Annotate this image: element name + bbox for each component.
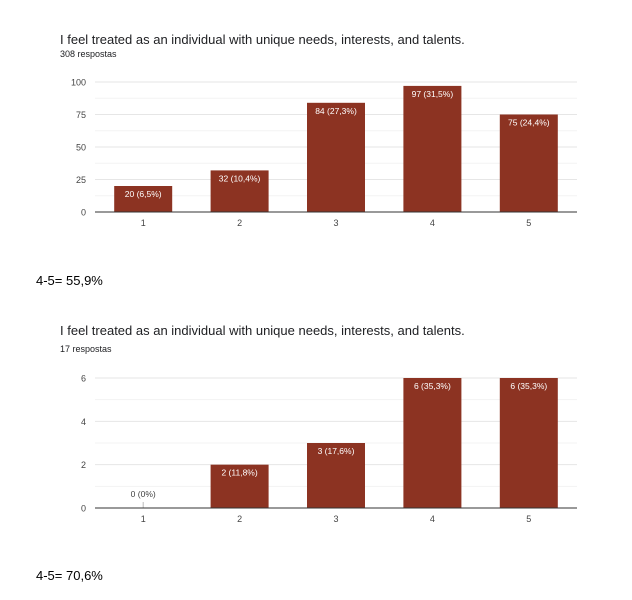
chart-1: 0 25 50 75 100 20 (6,5%) 1 32 (10,4%) 2 84 (27,3%… [71,78,577,228]
x-tick-label: 3 [333,218,338,228]
x-tick-label: 1 [141,218,146,228]
y-tick-label: 50 [76,143,86,153]
bar [210,464,269,508]
data-label: 2 (11,8%) [221,468,257,478]
y-tick-label: 75 [76,110,86,120]
note-1: 4-5= 55,9% [36,273,103,288]
data-label: 3 (17,6%) [318,446,355,456]
bar [307,443,365,508]
bar [403,85,462,212]
bar [403,378,462,508]
x-tick-label: 1 [141,514,146,524]
x-tick-label: 5 [526,514,531,524]
bar [499,378,558,508]
data-label: 20 (6,5%) [125,189,162,199]
bar [114,186,173,212]
x-tick-label: 4 [430,218,435,228]
x-tick-label: 5 [526,218,531,228]
bar [210,170,269,212]
bar [499,114,558,212]
data-label: 6 (35,3%) [510,381,547,391]
x-tick-label: 2 [237,514,242,524]
chart-2: 0 2 4 6 0 (0%) 1 2 (11,8%) 2 3 (17,6%) 3 6 (35,3%)… [81,374,577,524]
y-tick-label: 100 [71,78,86,88]
y-tick-label: 2 [81,460,86,470]
y-tick-label: 0 [81,504,86,514]
data-label: 6 (35,3%) [414,381,451,391]
data-label: 32 (10,4%) [219,173,261,183]
data-label: 84 (27,3%) [315,106,357,116]
y-tick-label: 0 [81,208,86,218]
chart-2-title: I feel treated as an individual with uni… [60,323,465,338]
y-tick-label: 4 [81,417,86,427]
chart-1-title: I feel treated as an individual with uni… [60,32,465,47]
chart-2-subtitle: 17 respostas [60,344,112,354]
y-tick-label: 25 [76,175,86,185]
y-tick-label: 6 [81,374,86,384]
data-label: 75 (24,4%) [508,118,550,128]
x-tick-label: 2 [237,218,242,228]
data-label: 97 (31,5%) [412,89,454,99]
x-tick-label: 4 [430,514,435,524]
note-2: 4-5= 70,6% [36,568,103,583]
x-tick-label: 3 [333,514,338,524]
chart-1-subtitle: 308 respostas [60,49,117,59]
bar [307,102,365,212]
data-label: 0 (0%) [131,489,156,499]
